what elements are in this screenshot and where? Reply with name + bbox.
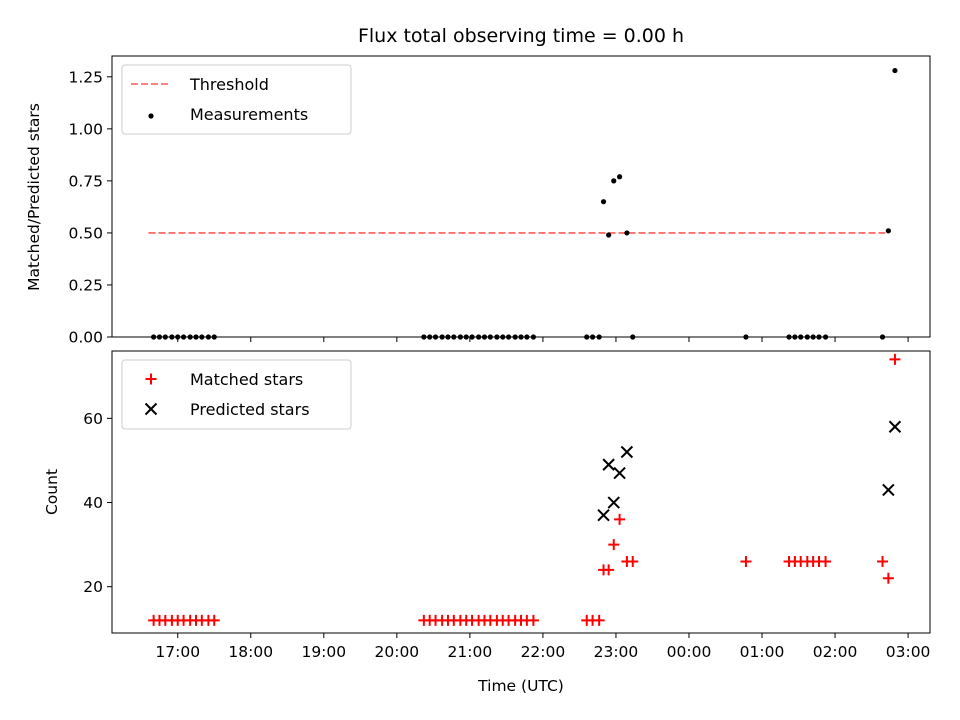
matched-stars-point bbox=[740, 555, 752, 567]
top-axes-frame bbox=[111, 55, 931, 338]
top-legend-box bbox=[121, 64, 352, 135]
top-y-tick-label: 0.25 bbox=[68, 276, 103, 294]
legend-measurements-swatch bbox=[148, 113, 154, 119]
predicted-stars-point bbox=[613, 466, 626, 480]
bottom-y-tick-label: 20 bbox=[83, 578, 103, 596]
legend-matched-swatch bbox=[145, 373, 157, 385]
top-y-tick-label: 1.25 bbox=[68, 68, 103, 86]
predicted-stars-point bbox=[597, 508, 610, 522]
matched-stars-point bbox=[820, 555, 832, 567]
bottom-x-tick-label: 03:00 bbox=[886, 643, 931, 661]
measurement-point bbox=[624, 230, 630, 236]
measurement-point bbox=[600, 199, 607, 205]
top-legend-label: Threshold bbox=[189, 75, 269, 94]
matched-stars-point bbox=[608, 539, 620, 551]
top-legend: Threshold Measurements bbox=[121, 64, 352, 135]
top-y-tick-label: 0.75 bbox=[68, 172, 103, 190]
predicted-stars-point bbox=[882, 483, 895, 497]
matched-stars-point bbox=[527, 614, 539, 626]
bottom-y-axis-label: Count bbox=[43, 469, 61, 515]
matched-stars-point bbox=[627, 555, 639, 567]
bottom-panel: 20 40 60 17:00 18:00 19:00 20:00 21:00 22:00 23:0… bbox=[83, 350, 931, 661]
measurement-point bbox=[616, 174, 623, 180]
bottom-legend-label: Predicted stars bbox=[190, 400, 310, 419]
top-y-tick-label: 1.00 bbox=[68, 120, 103, 138]
bottom-y-tick-label: 40 bbox=[83, 494, 103, 512]
measurement-point bbox=[611, 178, 617, 184]
legend-predicted-swatch bbox=[144, 402, 158, 416]
bottom-x-axis-label: Time (UTC) bbox=[477, 677, 564, 695]
predicted-stars-series bbox=[597, 420, 902, 522]
matched-stars-point bbox=[593, 614, 605, 626]
bottom-x-tick-label: 01:00 bbox=[740, 643, 785, 661]
top-y-tick-label: 0.00 bbox=[68, 329, 103, 347]
predicted-stars-point bbox=[607, 496, 620, 509]
matched-stars-point bbox=[877, 555, 889, 567]
top-y-tick-label: 0.50 bbox=[68, 224, 103, 242]
measurement-point bbox=[606, 232, 612, 238]
bottom-legend: Matched stars Predicted stars bbox=[121, 359, 352, 430]
predicted-stars-point bbox=[620, 445, 634, 459]
matched-stars-point bbox=[208, 614, 220, 626]
bottom-x-tick-label: 22:00 bbox=[521, 643, 566, 661]
bottom-x-tick-label: 00:00 bbox=[667, 643, 712, 661]
matched-stars-series bbox=[148, 353, 901, 626]
bottom-x-tick-label: 19:00 bbox=[301, 643, 346, 661]
bottom-x-tick-label: 20:00 bbox=[375, 643, 420, 661]
bottom-axes-frame bbox=[111, 350, 931, 634]
top-legend-label: Measurements bbox=[190, 105, 308, 124]
top-y-axis-label: Matched/Predicted stars bbox=[25, 103, 43, 291]
bottom-legend-box bbox=[121, 359, 352, 430]
matched-stars-point bbox=[603, 564, 615, 576]
bottom-x-tick-label: 17:00 bbox=[155, 643, 200, 661]
measurement-point bbox=[885, 228, 891, 234]
predicted-stars-point bbox=[602, 458, 615, 471]
bottom-x-tick-label: 02:00 bbox=[813, 643, 858, 661]
bottom-legend-label: Matched stars bbox=[190, 370, 303, 389]
measurement-point bbox=[892, 67, 898, 74]
top-panel: 0.00 0.25 0.50 0.75 1.00 1.25 Threshold Measure… bbox=[68, 55, 931, 347]
matched-stars-point bbox=[882, 572, 894, 584]
matched-stars-point bbox=[889, 353, 901, 365]
matched-stars-point bbox=[614, 513, 626, 525]
bottom-x-tick-label: 18:00 bbox=[228, 643, 273, 661]
bottom-x-tick-label: 23:00 bbox=[594, 643, 639, 661]
bottom-y-tick-label: 60 bbox=[83, 410, 103, 428]
bottom-x-tick-label: 21:00 bbox=[448, 643, 493, 661]
predicted-stars-point bbox=[888, 420, 902, 433]
chart-title: Flux total observing time = 0.00 h bbox=[358, 25, 684, 47]
